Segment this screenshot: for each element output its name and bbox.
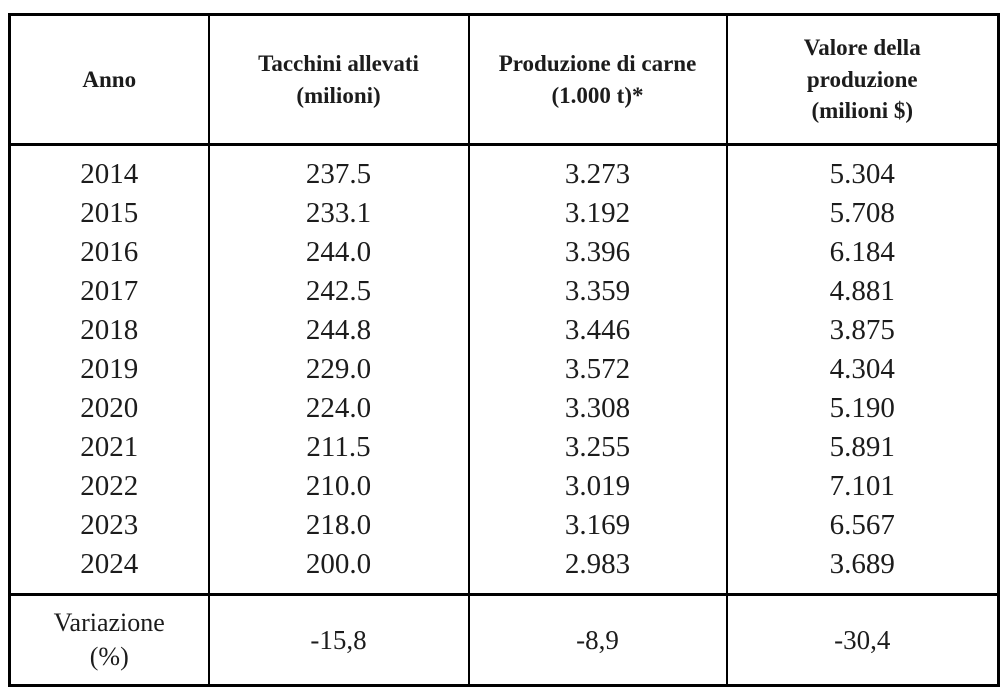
produzione-cell: 3.308	[467, 389, 727, 428]
produzione-cell: 3.192	[467, 194, 727, 233]
tacchini-cell: 244.8	[207, 311, 469, 350]
tacchini-cell: 200.0	[207, 545, 469, 595]
produzione-cell: 3.446	[467, 311, 727, 350]
produzione-cell: 3.572	[467, 350, 727, 389]
valore-cell: 3.875	[725, 311, 999, 350]
tacchini-cell: 218.0	[207, 506, 469, 545]
data-table: Anno Tacchini allevati (milioni) Produzi…	[8, 13, 1000, 687]
tacchini-cell: 237.5	[207, 144, 469, 194]
valore-cell: 5.304	[725, 144, 999, 194]
variazione-produzione-cell: -8,9	[467, 593, 727, 686]
valore-cell: 4.881	[725, 272, 999, 311]
tacchini-cell: 229.0	[207, 350, 469, 389]
valore-cell: 5.190	[725, 389, 999, 428]
table-row: 2014 237.5 3.273 5.304	[10, 144, 999, 194]
variazione-row: Variazione (%) -15,8 -8,9 -30,4	[9, 593, 999, 686]
year-cell: 2017	[80, 275, 139, 307]
produzione-cell: 3.255	[467, 428, 727, 467]
header-row: Anno Tacchini allevati (milioni) Produzi…	[9, 14, 999, 146]
table-row: 2024 200.0 2.983 3.689	[10, 545, 999, 595]
table-row: 2017 242.5 3.359 4.881	[10, 272, 999, 311]
valore-cell: 6.184	[725, 233, 999, 272]
tacchini-cell: 233.1	[207, 194, 469, 233]
col-header-anno: Anno	[9, 14, 209, 146]
valore-cell: 5.891	[725, 428, 999, 467]
table-row: 2015 233.1 3.192 5.708	[10, 194, 999, 233]
tacchini-cell: 224.0	[207, 389, 469, 428]
valore-cell: 4.304	[725, 350, 999, 389]
table-footer: Variazione (%) -15,8 -8,9 -30,4	[9, 593, 999, 686]
valore-cell: 7.101	[725, 467, 999, 506]
year-cell: 2018	[80, 314, 139, 346]
year-cell: 2015	[80, 197, 139, 229]
tacchini-cell: 210.0	[207, 467, 469, 506]
table-body: 2014 237.5 3.273 5.304 2015 233.1 3.192 …	[10, 144, 999, 595]
tacchini-cell: 244.0	[207, 233, 469, 272]
variazione-valore-cell: -30,4	[725, 593, 999, 686]
year-cell: 2021	[80, 431, 139, 463]
valore-cell: 3.689	[725, 545, 999, 595]
valore-cell: 6.567	[725, 506, 999, 545]
tacchini-cell: 242.5	[207, 272, 469, 311]
year-cell: 2024	[80, 548, 139, 580]
table-row: 2022 210.0 3.019 7.101	[10, 467, 999, 506]
variazione-label: Variazione (%)	[9, 593, 209, 686]
year-cell: 2014	[80, 158, 139, 190]
table-row: 2016 244.0 3.396 6.184	[10, 233, 999, 272]
year-cell: 2019	[80, 353, 139, 385]
col-header-valore-produzione: Valore della produzione (milioni $)	[725, 14, 999, 146]
table-row: 2020 224.0 3.308 5.190	[10, 389, 999, 428]
produzione-cell: 2.983	[467, 545, 727, 595]
year-cell: 2020	[80, 392, 139, 424]
valore-cell: 5.708	[725, 194, 999, 233]
table-row: 2019 229.0 3.572 4.304	[10, 350, 999, 389]
produzione-cell: 3.359	[467, 272, 727, 311]
produzione-cell: 3.396	[467, 233, 727, 272]
table-row: 2023 218.0 3.169 6.567	[10, 506, 999, 545]
year-cell: 2022	[80, 470, 139, 502]
col-header-tacchini-allevati: Tacchini allevati (milioni)	[207, 14, 469, 146]
table-header: Anno Tacchini allevati (milioni) Produzi…	[9, 14, 999, 146]
year-cell: 2023	[80, 509, 139, 541]
variazione-tacchini-cell: -15,8	[207, 593, 469, 686]
produzione-cell: 3.019	[467, 467, 727, 506]
year-cell: 2016	[80, 236, 139, 268]
tacchini-cell: 211.5	[207, 428, 469, 467]
table-row: 2021 211.5 3.255 5.891	[10, 428, 999, 467]
col-header-produzione-carne: Produzione di carne (1.000 t)*	[467, 14, 727, 146]
produzione-cell: 3.273	[467, 144, 727, 194]
table-row: 2018 244.8 3.446 3.875	[10, 311, 999, 350]
produzione-cell: 3.169	[467, 506, 727, 545]
